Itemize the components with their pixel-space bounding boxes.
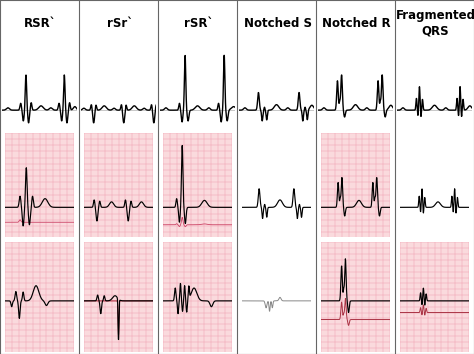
Text: Fragmented
QRS: Fragmented QRS — [396, 9, 474, 37]
Text: RSR`: RSR` — [24, 17, 57, 29]
Text: rSR`: rSR` — [184, 17, 213, 29]
Text: Notched S: Notched S — [244, 17, 312, 29]
Text: rSr`: rSr` — [107, 17, 133, 29]
Text: Notched R: Notched R — [322, 17, 391, 29]
